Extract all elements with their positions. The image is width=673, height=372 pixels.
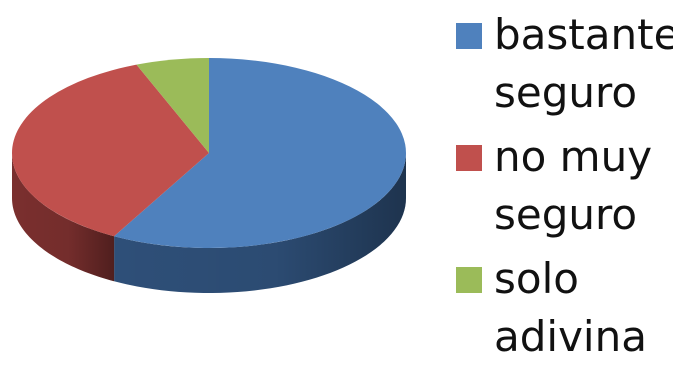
legend-label-bastante-seguro: bastante seguro (494, 10, 673, 117)
legend-swatch-solo-adivina (456, 267, 482, 293)
legend-item-no-muy-seguro: no muy seguro (456, 128, 668, 244)
legend-swatch-no-muy-seguro (456, 145, 482, 171)
legend-swatch-bastante-seguro (456, 23, 482, 49)
pie-slice-solo-adivina (136, 58, 209, 153)
legend-item-solo-adivina: solo adivina (456, 250, 668, 366)
legend-label-solo-adivina: solo adivina (494, 254, 647, 361)
pie-side-shade-no-muy-seguro (12, 153, 115, 282)
pie-tops (11, 58, 406, 248)
legend-label-no-muy-seguro: no muy seguro (494, 132, 653, 239)
pie-slice-no-muy-seguro (11, 64, 209, 237)
pie-sides (12, 153, 406, 293)
legend-item-bastante-seguro: bastante seguro (456, 6, 673, 122)
legend: bastante seguro no muy seguro solo adivi… (456, 6, 673, 372)
pie-side-shade-bastante-seguro (114, 153, 406, 293)
pie-slice-bastante-seguro (114, 58, 406, 248)
